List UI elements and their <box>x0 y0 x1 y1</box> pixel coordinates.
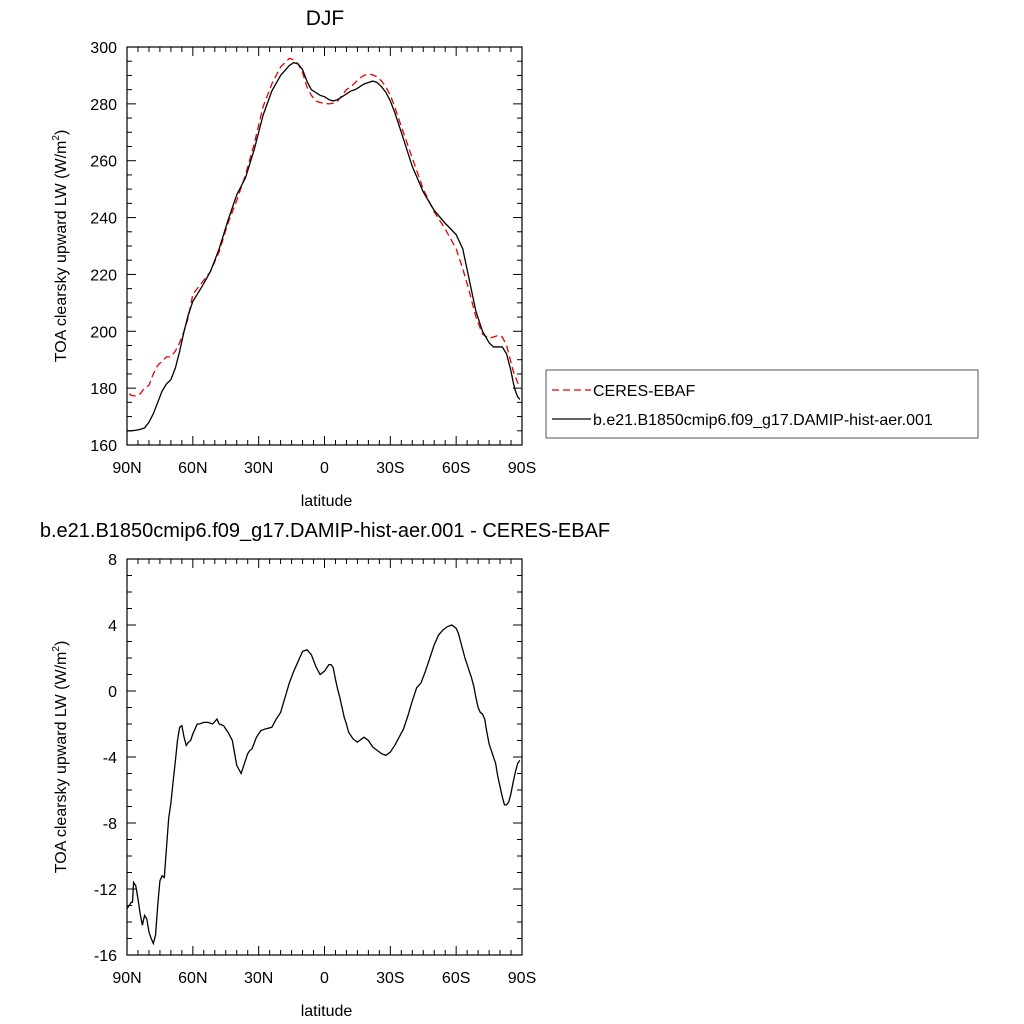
bottom-x-tick-label: 0 <box>320 970 329 987</box>
top-y-tick-label: 260 <box>90 154 117 171</box>
top-y-tick-label: 240 <box>90 211 117 228</box>
bottom-y-tick-label: -16 <box>94 948 117 965</box>
bottom-panel: b.e21.B1850cmip6.f09_g17.DAMIP-hist-aer.… <box>40 520 610 1020</box>
bottom-x-tick-label: 60N <box>178 970 207 987</box>
top-y-axis-label: TOA clearsky upward LW (W/m2) <box>51 130 70 363</box>
top-x-tick-label: 90N <box>112 460 141 477</box>
bottom-y-axis-label-close: ) <box>53 641 70 646</box>
top-y-tick-label: 160 <box>90 438 117 455</box>
top-x-tick-label: 60N <box>178 460 207 477</box>
bottom-y-tick-label: -4 <box>103 750 117 767</box>
bottom-y-axis-label-text: TOA clearsky upward LW (W/m <box>53 652 70 874</box>
top-x-tick-label: 0 <box>320 460 329 477</box>
top-series-line-1 <box>128 57 521 397</box>
bottom-x-tick-label: 90S <box>508 970 536 987</box>
top-x-tick-label: 60S <box>442 460 470 477</box>
top-series-line-2 <box>127 61 521 432</box>
bottom-y-axis-label-sup: 2 <box>51 646 62 652</box>
top-chart-title: DJF <box>306 7 345 30</box>
top-y-axis-label-text: TOA clearsky upward LW (W/m <box>53 141 70 363</box>
bottom-plot-frame <box>126 558 523 956</box>
legend-label-2: b.e21.B1850cmip6.f09_g17.DAMIP-hist-aer.… <box>593 412 933 429</box>
legend-label-1: CERES-EBAF <box>593 383 695 400</box>
top-x-axis-label: latitude <box>301 493 353 510</box>
top-y-axis-label-sup: 2 <box>51 135 62 141</box>
legend-box <box>545 369 979 439</box>
top-plot-frame <box>126 46 523 446</box>
top-y-tick-label: 300 <box>90 40 117 57</box>
bottom-series-line-1 <box>127 624 521 946</box>
bottom-y-axis-label: TOA clearsky upward LW (W/m2) <box>51 641 70 874</box>
bottom-x-tick-label: 30S <box>376 970 404 987</box>
top-x-tick-label: 90S <box>508 460 536 477</box>
legend: CERES-EBAF b.e21.B1850cmip6.f09_g17.DAMIP… <box>545 369 979 439</box>
top-y-tick-label: 180 <box>90 381 117 398</box>
top-x-tick-label: 30N <box>244 460 273 477</box>
top-y-tick-label: 280 <box>90 97 117 114</box>
bottom-x-axis-label: latitude <box>301 1003 353 1020</box>
bottom-y-tick-label: 4 <box>108 618 117 635</box>
top-y-axis-label-close: ) <box>53 130 70 135</box>
bottom-y-tick-label: 0 <box>108 684 117 701</box>
bottom-x-tick-label: 60S <box>442 970 470 987</box>
bottom-y-tick-label: 8 <box>108 552 117 569</box>
bottom-y-tick-label: -8 <box>103 816 117 833</box>
top-y-tick-label: 220 <box>90 267 117 284</box>
bottom-x-tick-label: 90N <box>112 970 141 987</box>
bottom-x-tick-label: 30N <box>244 970 273 987</box>
top-panel: DJF 90N 60N 30N 0 30S 60S 90S 160 180 200 220 240 260… <box>51 7 979 510</box>
bottom-y-tick-label: -12 <box>94 882 117 899</box>
top-y-tick-label: 200 <box>90 324 117 341</box>
bottom-chart-title: b.e21.B1850cmip6.f09_g17.DAMIP-hist-aer.… <box>40 520 610 542</box>
top-x-tick-label: 30S <box>376 460 404 477</box>
